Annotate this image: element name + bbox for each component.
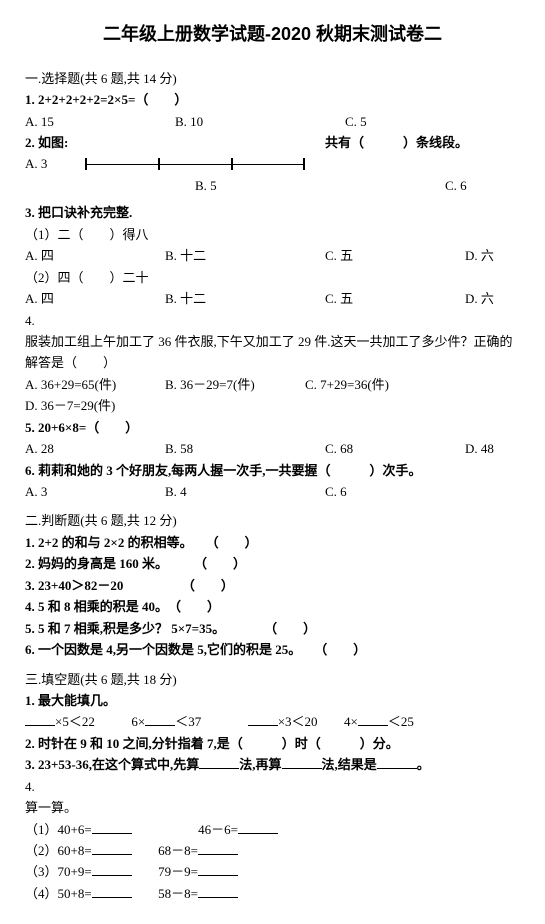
q1-choices: A. 15 B. 10 C. 5: [25, 111, 520, 132]
s3-q3: 3. 23+53-36,在这个算式中,先算法,再算法,结果是。: [25, 754, 520, 775]
q1-stem: 1. 2+2+2+2+2=2×5=（ ）: [25, 89, 520, 110]
q3-2-c: C. 五: [325, 288, 465, 309]
q2-choice-b: B. 5: [195, 175, 445, 196]
q3-1-b: B. 十二: [165, 245, 325, 266]
q1-choice-a: A. 15: [25, 111, 175, 132]
s2-q5: 5. 5 和 7 相乘,积是多少？ 5×7=35。 （ ）: [25, 618, 520, 639]
line-segment-diagram: [85, 155, 305, 173]
s3-q4-r3: （3）70+9= 79－9=: [25, 861, 520, 882]
q2-choice-c: C. 6: [445, 175, 467, 196]
section-2-header: 二.判断题(共 6 题,共 12 分): [25, 510, 520, 531]
s2-q1: 1. 2+2 的和与 2×2 的积相等。 （ ）: [25, 532, 520, 553]
q3-sub2: （2）四（ ）二十: [25, 267, 520, 288]
q5-c: C. 68: [325, 438, 465, 459]
q4-c: C. 7+29=36(件): [305, 374, 445, 395]
page-title: 二年级上册数学试题-2020 秋期末测试卷二: [25, 20, 520, 50]
section-1-header: 一.选择题(共 6 题,共 14 分): [25, 68, 520, 89]
q2-stem-left: 2. 如图:: [25, 132, 325, 153]
q1-choice-b: B. 10: [175, 111, 345, 132]
s3-q4-title: 算一算。: [25, 797, 520, 818]
s2-q2: 2. 妈妈的身高是 160 米。 （ ）: [25, 553, 520, 574]
s3-q1-stem: 1. 最大能填几。: [25, 690, 520, 711]
s3-q4-r4: （4）50+8= 58－8=: [25, 883, 520, 904]
q4-stem: 服装加工组上午加工了 36 件衣服,下午又加工了 29 件.这天一共加工了多少件…: [25, 331, 520, 374]
q5-choices: A. 28 B. 58 C. 68 D. 48: [25, 438, 520, 459]
q4-num: 4.: [25, 310, 520, 331]
q4-a: A. 36+29=65(件): [25, 374, 165, 395]
q3-sub2-choices: A. 四 B. 十二 C. 五 D. 六: [25, 288, 520, 309]
s3-q2: 2. 时针在 9 和 10 之间,分针指着 7,是（ ）时（ ）分。: [25, 733, 520, 754]
q4-b: B. 36－29=7(件): [165, 374, 305, 395]
q5-d: D. 48: [465, 438, 494, 459]
s3-q1-blanks: ×5＜22 6×＜37 ×3＜20 4×＜25: [25, 711, 520, 732]
q5-stem: 5. 20+6×8=（ ）: [25, 417, 520, 438]
s3-q4-r1: （1）40+6= 46－6=: [25, 819, 520, 840]
q4-d: D. 36－7=29(件): [25, 395, 115, 416]
s3-q4-num: 4.: [25, 776, 520, 797]
q6-choices: A. 3 B. 4 C. 6: [25, 481, 520, 502]
q3-sub1: （1）二（ ）得八: [25, 224, 520, 245]
section-3-header: 三.填空题(共 6 题,共 18 分): [25, 669, 520, 690]
q2-stem-row: 2. 如图: 共有（ ）条线段。: [25, 132, 520, 153]
q3-sub1-choices: A. 四 B. 十二 C. 五 D. 六: [25, 245, 520, 266]
q4-choices: A. 36+29=65(件) B. 36－29=7(件) C. 7+29=36(…: [25, 374, 520, 417]
q3-1-c: C. 五: [325, 245, 465, 266]
q6-a: A. 3: [25, 481, 165, 502]
q3-stem: 3. 把口诀补充完整.: [25, 202, 520, 223]
q3-2-a: A. 四: [25, 288, 165, 309]
q5-b: B. 58: [165, 438, 325, 459]
s3-q4-r2: （2）60+8= 68－8=: [25, 840, 520, 861]
q2-choice-a: A. 3: [25, 153, 85, 174]
q3-2-d: D. 六: [465, 288, 494, 309]
q6-c: C. 6: [325, 481, 347, 502]
q1-choice-c: C. 5: [345, 111, 367, 132]
q6-stem: 6. 莉莉和她的 3 个好朋友,每两人握一次手,一共要握（ ）次手。: [25, 460, 520, 481]
q2-stem-right: 共有（ ）条线段。: [325, 132, 468, 153]
s2-q3: 3. 23+40＞82－20 （ ）: [25, 575, 520, 596]
q2-choices-bc: B. 5 C. 6: [25, 175, 520, 196]
q3-2-b: B. 十二: [165, 288, 325, 309]
s2-q4: 4. 5 和 8 相乘的积是 40。 （ ）: [25, 596, 520, 617]
q2-diagram-row: A. 3: [25, 153, 520, 174]
q5-a: A. 28: [25, 438, 165, 459]
q3-1-d: D. 六: [465, 245, 494, 266]
q6-b: B. 4: [165, 481, 325, 502]
s2-q6: 6. 一个因数是 4,另一个因数是 5,它们的积是 25。 （ ）: [25, 639, 520, 660]
